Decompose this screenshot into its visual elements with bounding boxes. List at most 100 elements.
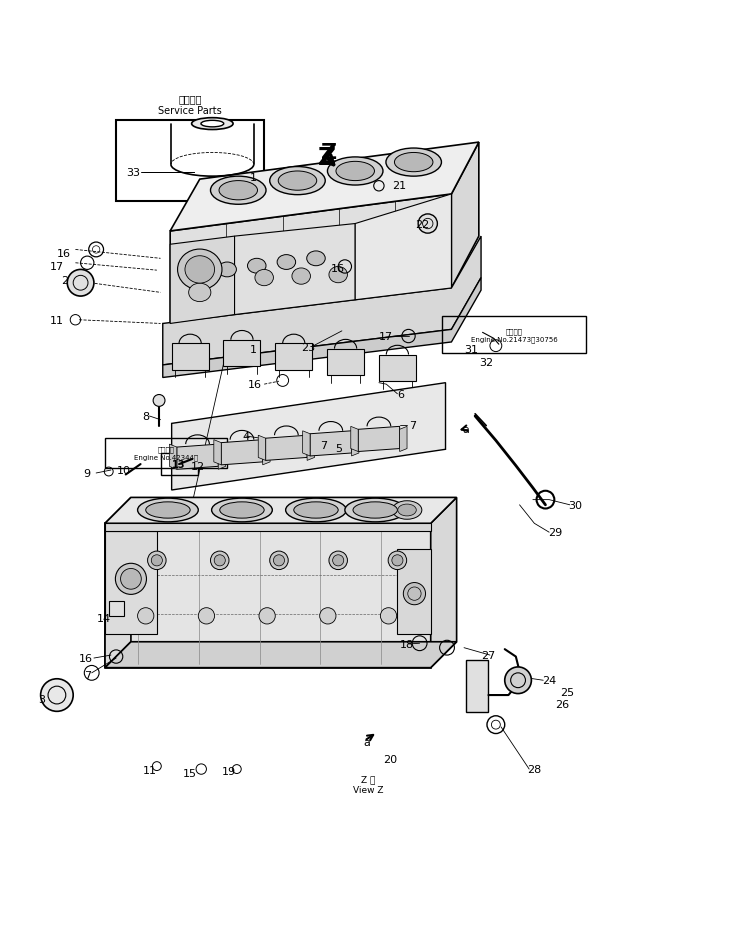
Ellipse shape	[273, 555, 285, 566]
Text: 11: 11	[143, 765, 157, 775]
Polygon shape	[379, 355, 416, 381]
Text: 適用号機
Engine No.42344～: 適用号機 Engine No.42344～	[134, 447, 198, 461]
Polygon shape	[170, 143, 478, 231]
Bar	[424, 258, 442, 279]
Text: 8: 8	[142, 412, 149, 422]
Polygon shape	[172, 344, 209, 371]
Ellipse shape	[285, 498, 346, 522]
Text: 12: 12	[190, 462, 204, 472]
Text: 3: 3	[39, 694, 45, 704]
Polygon shape	[224, 341, 261, 367]
Ellipse shape	[201, 121, 224, 127]
Ellipse shape	[398, 504, 416, 516]
Polygon shape	[105, 497, 457, 524]
Text: 25: 25	[561, 687, 575, 698]
Polygon shape	[400, 427, 407, 452]
Polygon shape	[452, 143, 478, 289]
Ellipse shape	[115, 564, 146, 595]
Polygon shape	[275, 344, 312, 371]
Polygon shape	[431, 497, 457, 668]
Ellipse shape	[270, 551, 288, 570]
Text: 11: 11	[50, 315, 64, 326]
Polygon shape	[163, 237, 481, 365]
Ellipse shape	[152, 555, 163, 566]
Polygon shape	[163, 278, 481, 379]
Polygon shape	[259, 436, 266, 461]
Bar	[116, 121, 265, 202]
Text: 13: 13	[172, 460, 186, 469]
Ellipse shape	[395, 153, 433, 173]
Ellipse shape	[137, 498, 198, 522]
Ellipse shape	[353, 502, 398, 518]
Polygon shape	[105, 531, 157, 634]
Polygon shape	[105, 524, 431, 531]
Text: 6: 6	[398, 389, 405, 399]
Ellipse shape	[307, 252, 325, 266]
Polygon shape	[351, 427, 358, 452]
Text: 22: 22	[415, 219, 429, 229]
Polygon shape	[235, 225, 355, 315]
Polygon shape	[263, 440, 270, 465]
Ellipse shape	[380, 608, 397, 624]
Ellipse shape	[392, 501, 422, 520]
Text: 2: 2	[61, 276, 68, 285]
Polygon shape	[170, 237, 235, 324]
Text: 17: 17	[379, 331, 393, 342]
Text: 1: 1	[250, 173, 256, 183]
Ellipse shape	[270, 167, 325, 195]
Ellipse shape	[255, 270, 273, 286]
Polygon shape	[105, 497, 131, 668]
Text: Z 視
View Z: Z 視 View Z	[352, 774, 383, 794]
Polygon shape	[218, 445, 226, 470]
Text: 14: 14	[97, 614, 111, 623]
Circle shape	[68, 270, 94, 296]
Text: a: a	[363, 737, 370, 747]
Polygon shape	[177, 445, 218, 470]
Text: 28: 28	[528, 765, 542, 774]
Ellipse shape	[292, 269, 311, 285]
Ellipse shape	[403, 582, 426, 605]
Text: a: a	[462, 424, 469, 434]
Circle shape	[153, 396, 165, 407]
Polygon shape	[221, 440, 263, 465]
Text: 補給専用
Service Parts: 補給専用 Service Parts	[158, 94, 222, 115]
Bar	[401, 261, 420, 282]
Polygon shape	[172, 383, 446, 491]
Text: 20: 20	[383, 754, 397, 764]
Ellipse shape	[210, 177, 266, 205]
Ellipse shape	[328, 158, 383, 186]
Ellipse shape	[198, 608, 215, 624]
Ellipse shape	[329, 267, 348, 283]
Ellipse shape	[178, 250, 222, 291]
Text: 16: 16	[331, 263, 345, 274]
Ellipse shape	[278, 172, 317, 191]
Circle shape	[418, 214, 438, 234]
Text: 27: 27	[481, 650, 496, 661]
Ellipse shape	[120, 569, 141, 590]
Bar	[442, 317, 586, 354]
Ellipse shape	[329, 551, 348, 570]
Text: 18: 18	[400, 639, 414, 649]
Text: 23: 23	[302, 343, 316, 353]
Text: 適用号機
Engine No.21473～30756: 適用号機 Engine No.21473～30756	[470, 329, 557, 343]
Polygon shape	[398, 549, 431, 634]
Ellipse shape	[388, 551, 406, 570]
Text: 5: 5	[334, 444, 342, 453]
Ellipse shape	[137, 608, 154, 624]
Text: Z: Z	[318, 145, 336, 170]
Polygon shape	[327, 349, 364, 376]
Ellipse shape	[212, 498, 273, 522]
Circle shape	[504, 667, 531, 694]
Polygon shape	[105, 642, 457, 668]
Text: 24: 24	[542, 676, 557, 685]
Text: 26: 26	[555, 700, 569, 709]
Polygon shape	[170, 194, 452, 324]
Text: 1: 1	[250, 345, 256, 355]
Ellipse shape	[219, 181, 258, 201]
Polygon shape	[355, 194, 452, 300]
Text: 33: 33	[126, 167, 140, 177]
Polygon shape	[310, 431, 351, 457]
Text: 30: 30	[568, 500, 582, 511]
Text: 16: 16	[247, 379, 262, 390]
Ellipse shape	[259, 608, 275, 624]
